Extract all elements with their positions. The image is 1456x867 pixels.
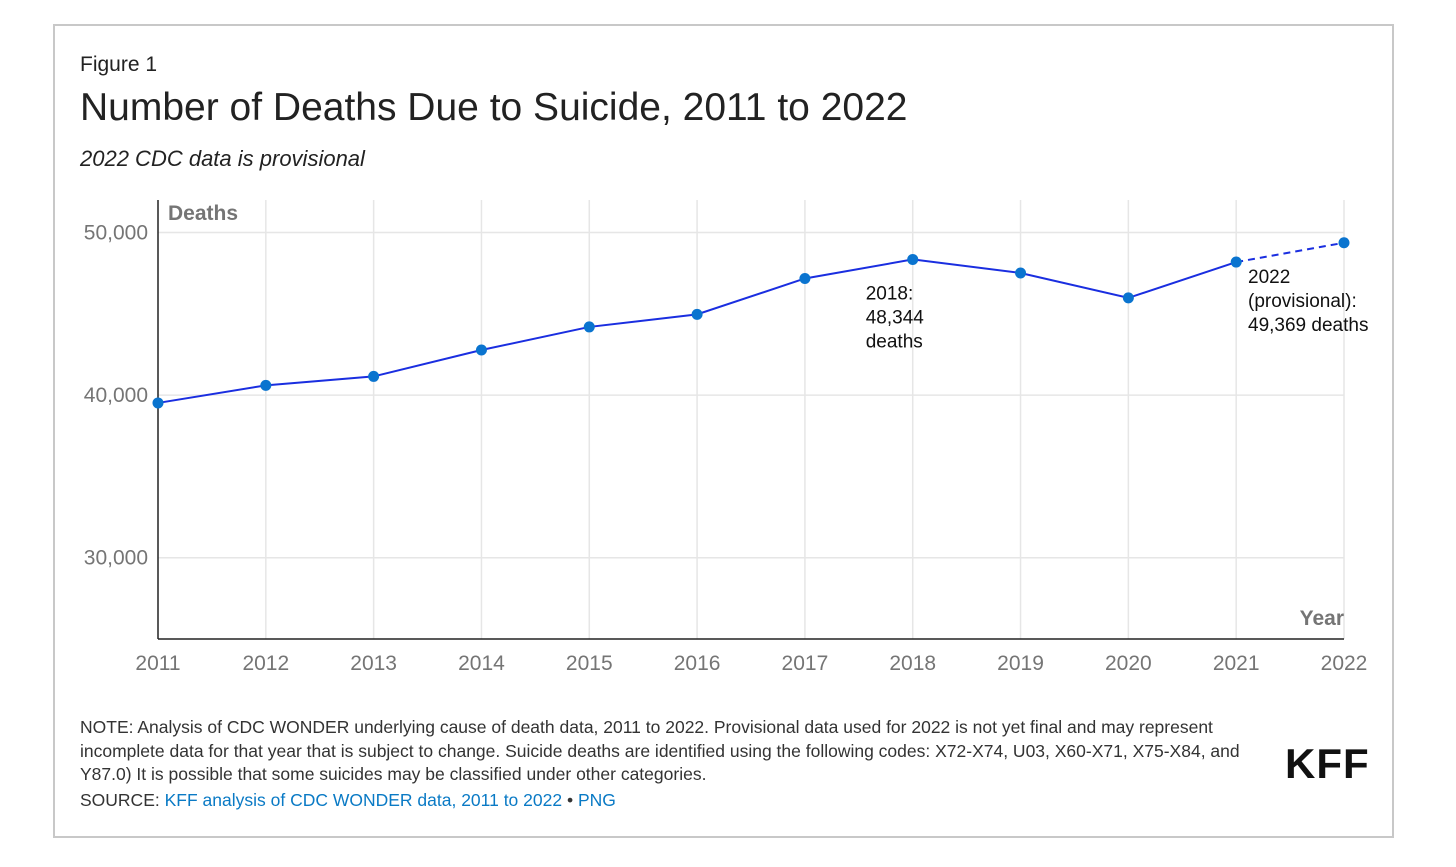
annotation-line: 49,369 deaths — [1248, 315, 1368, 336]
y-axis-title: Deaths — [168, 202, 238, 225]
y-tick-label: 30,000 — [84, 547, 148, 570]
data-point — [1230, 256, 1242, 268]
data-point — [907, 253, 919, 265]
data-point — [1338, 237, 1350, 249]
chart-source: SOURCE: KFF analysis of CDC WONDER data,… — [80, 790, 616, 811]
x-tick-label: 2011 — [135, 652, 180, 675]
data-point — [475, 344, 487, 356]
annotation-label: 2022 (provisional): 49,369 deaths — [1248, 267, 1368, 336]
x-tick-label: 2020 — [1105, 652, 1152, 675]
x-tick-label: 2021 — [1213, 652, 1260, 675]
x-tick-label: 2015 — [566, 652, 613, 675]
annotation-line: (provisional): — [1248, 291, 1357, 312]
data-point — [368, 370, 380, 382]
chart-subtitle: 2022 CDC data is provisional — [80, 146, 365, 171]
x-tick-label: 2013 — [350, 652, 397, 675]
kff-logo: KFF — [1285, 740, 1370, 787]
x-tick-label: 2019 — [997, 652, 1044, 675]
data-point — [1015, 267, 1027, 279]
y-tick-label: 40,000 — [84, 384, 148, 407]
chart-note: NOTE: Analysis of CDC WONDER underlying … — [80, 717, 1240, 784]
annotation-line: 2018: — [866, 283, 914, 304]
annotation-label: 2018: 48,344 deaths — [866, 283, 925, 352]
annotation-line: 2022 — [1248, 267, 1290, 288]
data-point — [152, 397, 164, 409]
x-tick-label: 2022 — [1321, 652, 1368, 675]
y-tick-label: 50,000 — [84, 222, 148, 245]
source-separator: • — [562, 790, 578, 810]
annotation-line: deaths — [866, 331, 923, 352]
data-point — [1122, 292, 1134, 304]
data-point — [583, 321, 595, 333]
annotation-line: 48,344 — [866, 307, 925, 328]
chart-title: Number of Deaths Due to Suicide, 2011 to… — [80, 86, 908, 129]
x-tick-label: 2018 — [889, 652, 936, 675]
x-tick-label: 2016 — [674, 652, 721, 675]
data-point — [799, 272, 811, 284]
x-tick-label: 2012 — [242, 652, 289, 675]
series-line-provisional — [1236, 241, 1345, 264]
source-link[interactable]: KFF analysis of CDC WONDER data, 2011 to… — [164, 790, 563, 810]
x-tick-label: 2017 — [782, 652, 829, 675]
png-download-link[interactable]: PNG — [577, 790, 616, 810]
source-prefix: SOURCE: — [80, 790, 165, 810]
figure-label: Figure 1 — [80, 53, 158, 76]
figure-card — [53, 24, 1394, 838]
data-point — [260, 379, 272, 391]
x-axis-title: Year — [1300, 607, 1344, 630]
x-tick-label: 2014 — [458, 652, 505, 675]
data-point — [691, 308, 703, 320]
